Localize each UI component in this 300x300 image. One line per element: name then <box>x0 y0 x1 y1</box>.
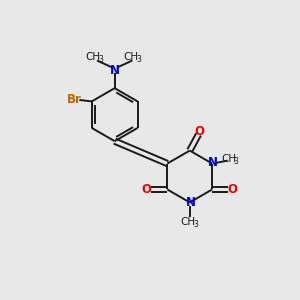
Text: 3: 3 <box>137 55 142 64</box>
Text: CH: CH <box>221 154 236 164</box>
Text: CH: CH <box>181 217 196 227</box>
Text: N: N <box>208 157 218 169</box>
Text: CH: CH <box>123 52 138 62</box>
Text: 3: 3 <box>234 157 239 166</box>
Text: 3: 3 <box>193 220 198 229</box>
Text: N: N <box>186 196 196 209</box>
Text: N: N <box>110 64 120 77</box>
Text: CH: CH <box>85 52 100 62</box>
Text: Br: Br <box>67 93 82 106</box>
Text: 3: 3 <box>98 55 103 64</box>
Text: O: O <box>142 183 152 196</box>
Text: O: O <box>195 125 205 138</box>
Text: O: O <box>228 183 238 196</box>
